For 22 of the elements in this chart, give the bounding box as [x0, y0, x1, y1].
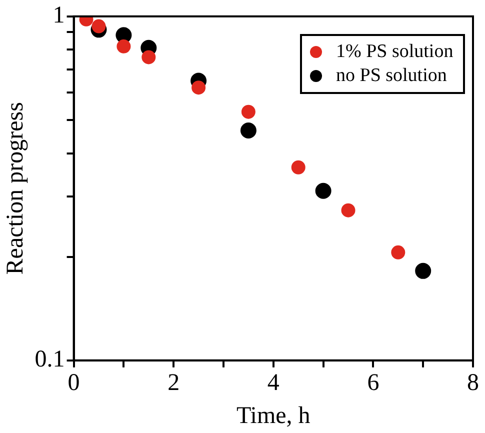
x-axis-title: Time, h: [236, 402, 310, 429]
point: [391, 245, 406, 260]
point: [240, 122, 256, 138]
point: [415, 262, 432, 279]
y-tick-label: 0.1: [34, 346, 65, 373]
point: [341, 203, 356, 218]
point: [192, 80, 206, 95]
point: [291, 160, 306, 174]
point: [142, 50, 156, 64]
legend-label: 1% PS solution: [336, 40, 454, 64]
point: [116, 39, 131, 54]
x-tick-label: 4: [267, 370, 280, 396]
point: [315, 182, 332, 199]
point: [241, 104, 256, 119]
y-axis-title: Reaction progress: [2, 102, 29, 275]
x-tick-label: 6: [367, 370, 380, 396]
point: [92, 19, 106, 34]
x-tick-label: 2: [168, 370, 180, 396]
y-tick-label: 1: [52, 2, 65, 29]
legend-label: no PS solution: [336, 64, 447, 88]
x-tick-label: 0: [68, 370, 80, 396]
x-tick-label: 8: [467, 370, 479, 396]
